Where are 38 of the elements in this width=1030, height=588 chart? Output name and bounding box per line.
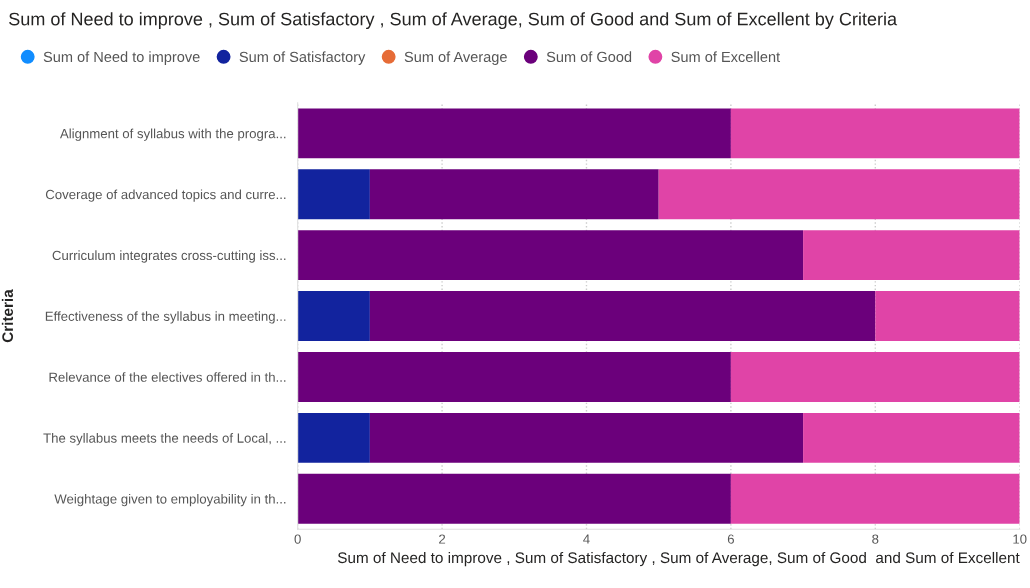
x-tick-label: 0 [294, 534, 301, 544]
x-tick-label: 8 [872, 534, 879, 544]
y-tick-label: Curriculum integrates cross-cutting iss... [52, 250, 286, 263]
bar [297, 473, 731, 524]
bar [297, 108, 731, 159]
bar [875, 291, 1020, 342]
x-tick-label: 10 [1013, 534, 1027, 544]
bar [369, 412, 804, 463]
y-tick-label: Relevance of the electives offered in th... [49, 372, 286, 382]
x-tick-label: 6 [727, 534, 734, 544]
bar [297, 291, 370, 342]
bar [803, 412, 1020, 463]
y-tick-label: Coverage of advanced topics and curre... [45, 189, 286, 202]
bar [369, 169, 659, 220]
bar [297, 169, 370, 220]
x-tick-label: 4 [583, 534, 590, 544]
bar [730, 108, 1020, 159]
chart-title: Sum of Need to improve , Sum of Satisfactory , Sum of Average, Sum of Good and Sum of Excellent by Criteria [9, 12, 898, 29]
y-tick-label: Alignment of syllabus with the progra... [59, 128, 286, 141]
bar [297, 351, 731, 402]
legend-label: Sum of Satisfactory [239, 51, 366, 65]
bar [369, 291, 876, 342]
y-axis-title: Criteria [1, 289, 14, 343]
y-tick-label: Effectiveness of the syllabus in meeting... [45, 311, 286, 324]
bar [658, 169, 1020, 220]
x-axis-title: Sum of Need to improve , Sum of Satisfactory , Sum of Average, Sum of Good and Sum of Excellent [337, 551, 1020, 567]
bar [730, 473, 1020, 524]
legend-label: Sum of Average [404, 51, 507, 65]
legend-label: Sum of Need to improve [43, 51, 200, 65]
legend-label: Sum of Good [546, 51, 632, 63]
x-tick-label: 2 [439, 534, 446, 544]
bar [730, 351, 1020, 402]
legend-label: Sum of Excellent [671, 51, 781, 63]
bar [297, 230, 804, 281]
y-tick-label: Weightage given to employability in th... [54, 493, 286, 507]
bar [803, 230, 1020, 281]
bar [297, 412, 370, 463]
y-tick-label: The syllabus meets the needs of Local, ... [43, 433, 286, 446]
